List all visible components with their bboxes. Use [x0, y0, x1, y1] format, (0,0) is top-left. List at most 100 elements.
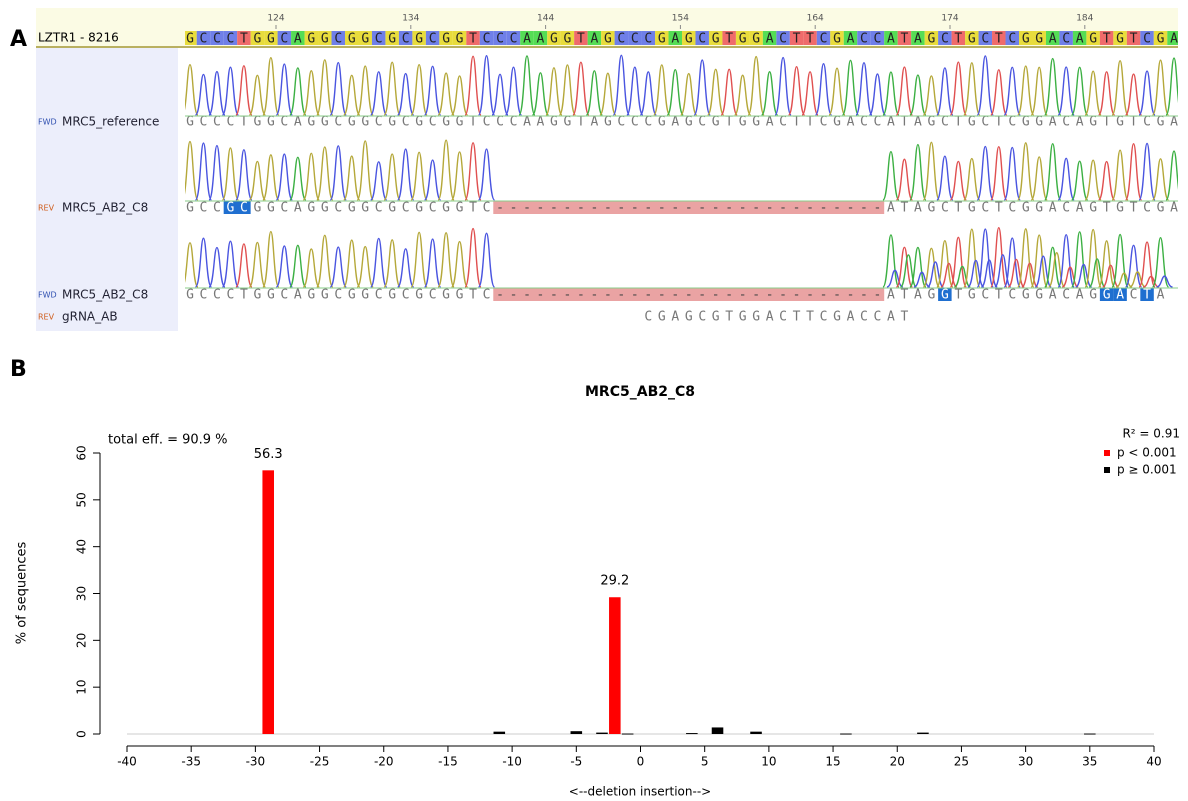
track-sequence: GGCCCTGGCAGGCGGCGCGCGGTCCCAAGGTAGCCCGAGC… [173, 115, 1178, 130]
trace-peak [357, 247, 373, 287]
trace-peak [249, 75, 265, 115]
trace-peak [910, 145, 926, 200]
trace-peak [1143, 276, 1159, 287]
x-tick-label: -30 [246, 755, 266, 769]
trace-peak [532, 73, 548, 115]
trace-peak [1126, 144, 1142, 200]
trace-peak [654, 65, 670, 115]
x-tick-label: 30 [1018, 755, 1033, 769]
trace-peak [964, 159, 980, 200]
trace-peak [452, 242, 468, 287]
figure: A B LZTR1 - 8216 GGCCCTGGCAGGCGGCGCGCGGT… [0, 0, 1188, 801]
trace-peak [1139, 242, 1155, 287]
trace-peak [1031, 67, 1047, 115]
trace-peak [357, 66, 373, 115]
track-direction: FWD [38, 291, 57, 300]
trace-peak [425, 160, 441, 200]
bar [262, 470, 274, 734]
x-tick-label: -5 [570, 755, 582, 769]
y-tick-label: 30 [75, 586, 89, 601]
trace-peak [721, 69, 737, 115]
ruler-label: 124 [267, 14, 284, 24]
y-tick-label: 40 [75, 539, 89, 554]
y-axis-label: % of sequences [15, 541, 30, 644]
ruler-label: 144 [537, 14, 554, 24]
panel-label: A [10, 27, 27, 52]
trace-peak [896, 247, 912, 287]
trace-peak [330, 247, 346, 287]
trace-peak [209, 248, 225, 287]
y-tick-label: 20 [75, 633, 89, 648]
trace-peak [1072, 67, 1088, 115]
trace-peak [438, 140, 454, 200]
trace-peak [977, 56, 993, 115]
trace-peak [1004, 147, 1020, 200]
trace-peak [330, 146, 346, 200]
x-tick-label: 35 [1082, 755, 1097, 769]
trace-peak [249, 161, 265, 200]
trace-peak [290, 157, 306, 200]
trace-peak [182, 65, 198, 115]
trace-peak [182, 243, 198, 287]
trace-peak [1153, 159, 1169, 200]
track-name: MRC5_AB2_C8 [62, 201, 148, 215]
trace-peak [276, 154, 292, 200]
legend-r-squared: R² = 0.91 [1122, 427, 1180, 441]
trace-peak [195, 74, 211, 115]
trace-peak [411, 152, 427, 200]
legend-label: p < 0.001 [1117, 446, 1177, 460]
trace-peak [869, 74, 885, 115]
track-name: gRNA_AB [62, 310, 118, 324]
y-tick-label: 50 [75, 492, 89, 507]
trace-peak [937, 156, 953, 200]
alignment: GGCCCTGGCAGGCGGCGCGCGGTCCCAAGGTAGCCCGAGC… [169, 31, 1183, 325]
x-axis-label: <--deletion insertion--> [569, 785, 711, 799]
trace-peak [627, 67, 643, 115]
trace-peak [425, 239, 441, 287]
trace-peak [802, 72, 818, 115]
panel-label: B [10, 357, 27, 382]
trace-peak [667, 70, 683, 115]
bar [1084, 734, 1096, 735]
trace-peak [1139, 71, 1155, 115]
trace-peak [249, 242, 265, 287]
trace-peak [950, 161, 966, 200]
trace-peak [816, 64, 832, 115]
trace-peak [222, 241, 238, 287]
trace-peak [559, 65, 575, 115]
ruler-label: 174 [941, 14, 958, 24]
legend-swatch [1104, 450, 1110, 456]
bar [609, 597, 621, 734]
legend-swatch [1104, 467, 1110, 473]
x-tick-label: 0 [637, 755, 645, 769]
trace-peak [775, 58, 791, 115]
trace-peak [263, 232, 279, 287]
track-name: MRC5_AB2_C8 [62, 288, 148, 302]
track-sequence: GGCCCTGGCAGGCGGCGCGCGGTC [173, 288, 491, 303]
trace-peak [384, 154, 400, 200]
trace-peak [789, 67, 805, 115]
trace-peak [1166, 58, 1182, 115]
trace-peak [923, 76, 939, 115]
trace-peak [991, 70, 1007, 115]
trace-peak [236, 150, 252, 200]
track-name: MRC5_reference [62, 115, 159, 129]
trace-peak [398, 149, 414, 200]
trace-peak [371, 162, 387, 200]
trace-peak [1153, 238, 1169, 287]
track-sequence: TGCTCGGACAG [954, 288, 1097, 303]
bar [494, 732, 506, 734]
track-direction: FWD [38, 118, 57, 127]
track-direction: REV [38, 204, 55, 213]
trace-peak [479, 56, 495, 115]
x-tick-label: -20 [374, 755, 394, 769]
trace-peak [506, 67, 522, 115]
trace-peak [937, 68, 953, 115]
trace-peak [856, 63, 872, 115]
trace-peak [344, 75, 360, 115]
trace-peak [371, 238, 387, 287]
trace-peak [438, 233, 454, 287]
track-direction: REV [38, 313, 55, 322]
trace-peak [303, 249, 319, 287]
x-tick-label: -15 [438, 755, 458, 769]
